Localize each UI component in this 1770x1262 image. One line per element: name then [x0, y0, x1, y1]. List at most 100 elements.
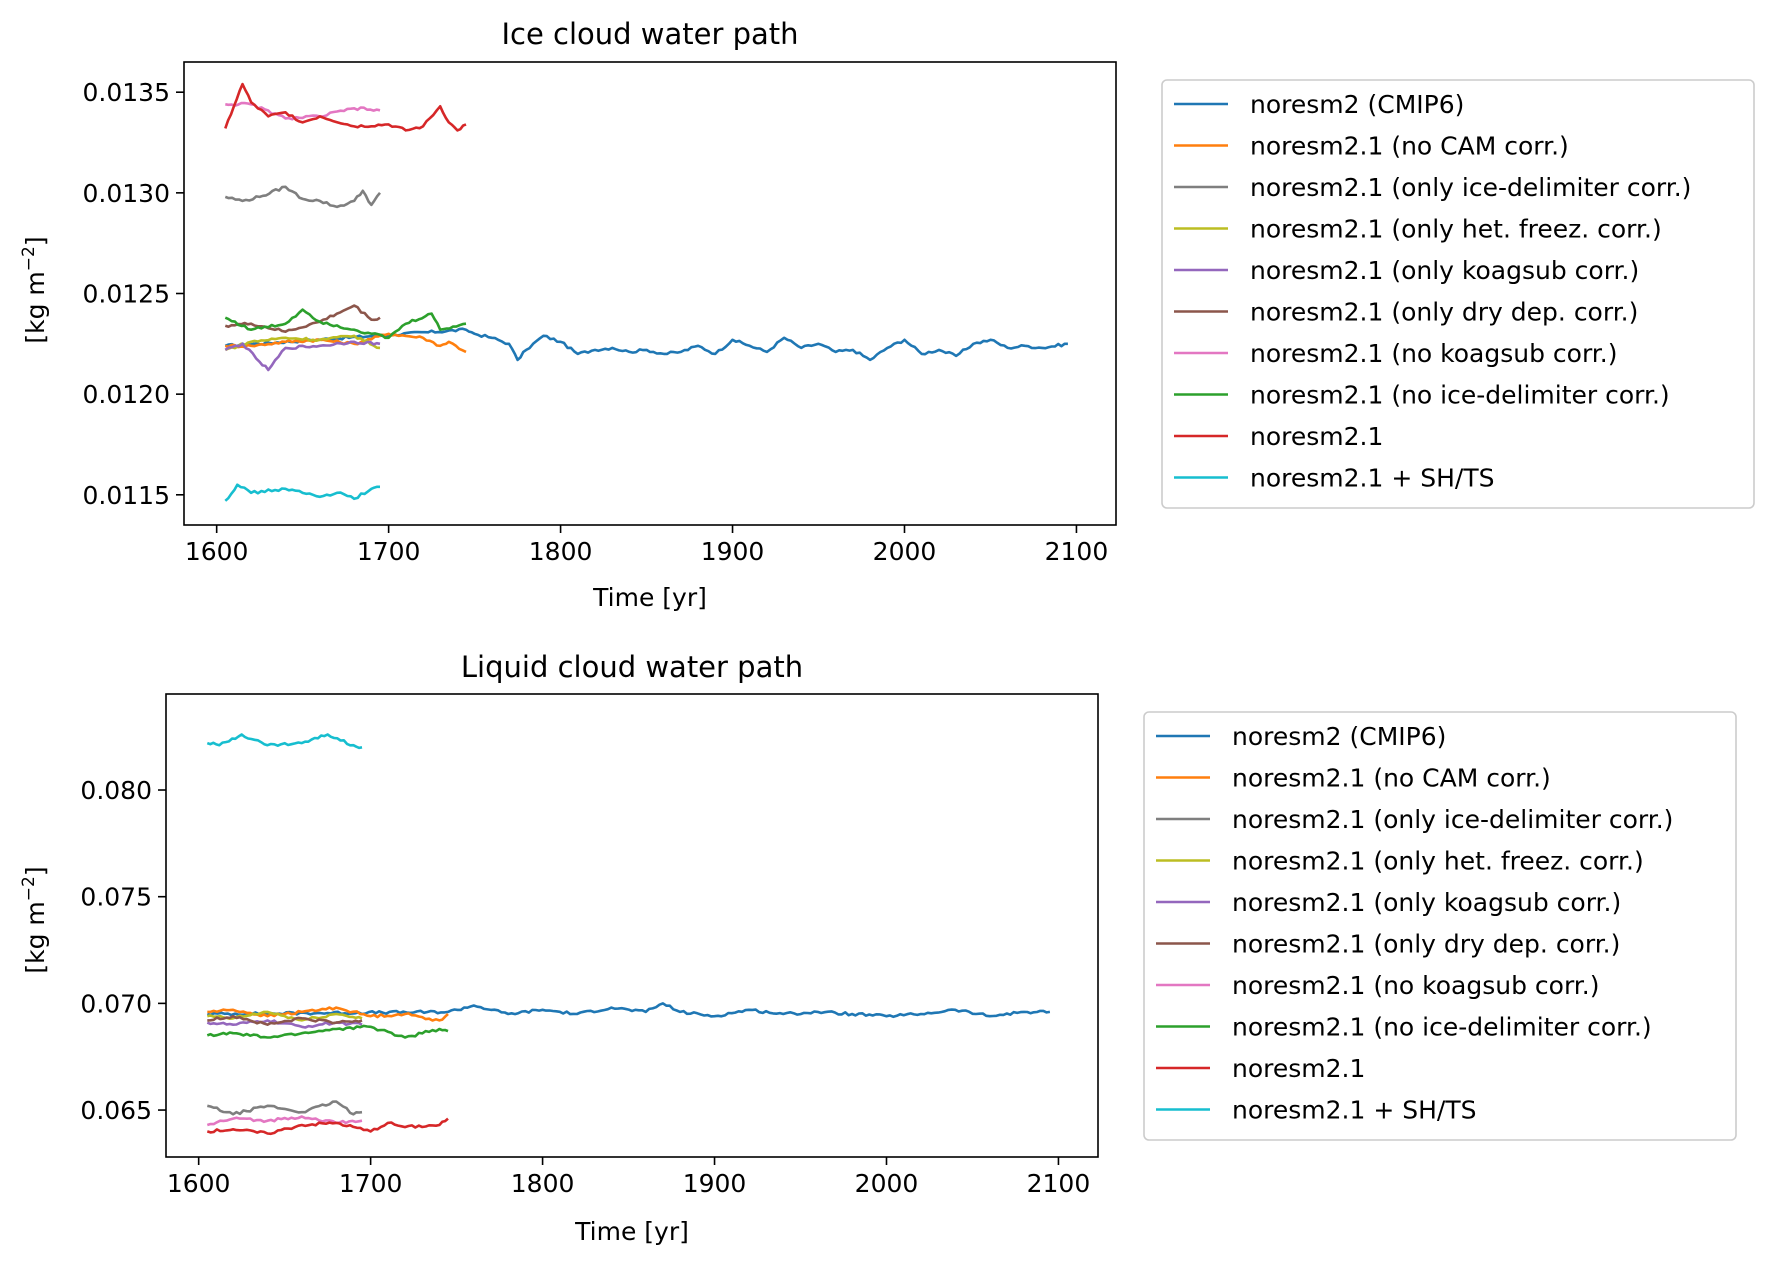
legend-entry: noresm2.1 (no CAM corr.) — [1174, 132, 1569, 161]
legend-label: noresm2.1 (only koagsub corr.) — [1232, 888, 1621, 917]
legend-label: noresm2.1 (no ice-delimiter corr.) — [1232, 1013, 1652, 1042]
plot-frame — [183, 61, 1117, 526]
legend-entry: noresm2.1 (only koagsub corr.) — [1174, 256, 1639, 285]
legend-entry: noresm2.1 (only het. freez. corr.) — [1174, 215, 1662, 244]
x-axis-label: Time [yr] — [592, 583, 707, 612]
series-line-8 — [206, 1117, 449, 1136]
legend-label: noresm2.1 + SH/TS — [1232, 1096, 1476, 1125]
series-line-2 — [207, 1100, 363, 1116]
legend-entry: noresm2.1 — [1174, 422, 1383, 451]
chart-title: Ice cloud water path — [501, 17, 798, 51]
legend-label: noresm2 (CMIP6) — [1232, 722, 1446, 751]
legend-label: noresm2.1 (no koagsub corr.) — [1250, 339, 1618, 368]
x-tick-label: 2000 — [855, 1169, 919, 1198]
y-tick-label: 0.080 — [80, 776, 152, 805]
legend-label: noresm2.1 (no koagsub corr.) — [1232, 971, 1600, 1000]
y-axis-label-exponent: −2 — [19, 876, 39, 901]
legend-entry: noresm2.1 (only het. freez. corr.) — [1156, 847, 1644, 876]
liquid-cloud-water-path-chart: Liquid cloud water path Time [yr] [kg m−… — [19, 650, 1737, 1246]
legend-entry: noresm2.1 (only dry dep. corr.) — [1174, 298, 1638, 327]
y-axis-label-text: [kg m — [21, 901, 50, 973]
legend-label: noresm2.1 + SH/TS — [1250, 464, 1494, 493]
legend-label: noresm2.1 (no CAM corr.) — [1250, 132, 1569, 161]
legend-label: noresm2.1 (only het. freez. corr.) — [1232, 847, 1644, 876]
legend-entry: noresm2.1 (no ice-delimiter corr.) — [1156, 1013, 1652, 1042]
series-line-1 — [207, 1006, 449, 1022]
y-axis-label: [kg m−2] — [19, 236, 50, 343]
y-tick-label: 0.0130 — [83, 179, 170, 208]
x-tick-label: 1800 — [529, 537, 593, 566]
legend-label: noresm2.1 (only dry dep. corr.) — [1232, 930, 1620, 959]
legend-entry: noresm2.1 (no ice-delimiter corr.) — [1174, 381, 1670, 410]
x-tick-label: 2100 — [1045, 537, 1109, 566]
x-tick-label: 1900 — [701, 537, 765, 566]
legend-box — [1143, 711, 1737, 1141]
legend-label: noresm2.1 — [1250, 422, 1383, 451]
x-tick-label: 1700 — [357, 537, 421, 566]
series-line-5 — [224, 304, 381, 333]
legend-entry: noresm2.1 + SH/TS — [1174, 464, 1494, 493]
series-line-2 — [224, 185, 382, 209]
chart-title: Liquid cloud water path — [461, 650, 803, 684]
legend-entry: noresm2 (CMIP6) — [1174, 90, 1464, 119]
legend-label: noresm2.1 (only koagsub corr.) — [1250, 256, 1639, 285]
legend: noresm2 (CMIP6) noresm2.1 (no CAM corr.) n… — [1161, 79, 1755, 509]
series-lines — [224, 82, 1068, 502]
y-tick-label: 0.065 — [80, 1096, 152, 1125]
y-axis-label-exponent: −2 — [19, 246, 39, 271]
legend-label: noresm2.1 (only dry dep. corr.) — [1250, 298, 1638, 327]
y-axis-label-text: [kg m — [21, 271, 50, 343]
x-tick-label: 1700 — [339, 1169, 403, 1198]
legend-entry: noresm2.1 + SH/TS — [1156, 1096, 1476, 1125]
series-line-9 — [206, 733, 363, 750]
legend-entry: noresm2.1 — [1156, 1054, 1365, 1083]
y-axis-label: [kg m−2] — [19, 866, 50, 973]
x-axis-label: Time [yr] — [574, 1217, 689, 1246]
series-line-7 — [206, 1024, 449, 1039]
series-line-7 — [224, 308, 467, 340]
legend-entry: noresm2.1 (only koagsub corr.) — [1156, 888, 1621, 917]
legend-label: noresm2 (CMIP6) — [1250, 90, 1464, 119]
y-tick-label: 0.0115 — [83, 481, 170, 510]
series-line-4 — [224, 340, 381, 372]
y-axis-label-close: ] — [21, 236, 50, 246]
x-tick-label: 1600 — [167, 1169, 231, 1198]
series-line-9 — [224, 483, 380, 502]
legend-label: noresm2.1 (no ice-delimiter corr.) — [1250, 381, 1670, 410]
series-line-6 — [225, 101, 381, 121]
legend-label: noresm2.1 — [1232, 1054, 1365, 1083]
legend-entry: noresm2.1 (no koagsub corr.) — [1156, 971, 1600, 1000]
svg-text:[kg m−2]: [kg m−2] — [19, 236, 50, 343]
series-line-5 — [207, 1014, 363, 1026]
x-tick-label: 2000 — [873, 537, 937, 566]
x-tick-label: 1900 — [683, 1169, 747, 1198]
x-tick-label: 1600 — [185, 537, 249, 566]
legend-label: noresm2.1 (only ice-delimiter corr.) — [1232, 805, 1673, 834]
series-line-3 — [206, 1010, 363, 1022]
ice-cloud-water-path-chart: Ice cloud water path Time [yr] [kg m−2] … — [19, 17, 1755, 612]
legend-label: noresm2.1 (only het. freez. corr.) — [1250, 215, 1662, 244]
y-tick-label: 0.0135 — [83, 78, 170, 107]
y-tick-label: 0.075 — [80, 883, 152, 912]
series-line-0 — [206, 1002, 1051, 1019]
plot-area: 1600 1700 1800 1900 2000 2100 0.0115 0.0120 0.01… — [83, 61, 1117, 566]
series-line-8 — [224, 82, 467, 132]
legend-box — [1161, 79, 1755, 509]
y-axis-label-close: ] — [21, 866, 50, 876]
series-lines — [206, 733, 1051, 1136]
y-tick-label: 0.070 — [80, 989, 152, 1018]
y-tick-label: 0.0120 — [83, 380, 170, 409]
legend: noresm2 (CMIP6) noresm2.1 (no CAM corr.) n… — [1143, 711, 1737, 1141]
legend-entry: noresm2.1 (only dry dep. corr.) — [1156, 930, 1620, 959]
legend-label: noresm2.1 (no CAM corr.) — [1232, 764, 1551, 793]
plot-frame — [165, 693, 1099, 1158]
series-line-0 — [224, 327, 1068, 362]
legend-entry: noresm2.1 (only ice-delimiter corr.) — [1156, 805, 1673, 834]
y-tick-label: 0.0125 — [83, 280, 170, 309]
series-line-3 — [224, 334, 381, 352]
legend-entry: noresm2.1 (no koagsub corr.) — [1174, 339, 1618, 368]
x-tick-label: 1800 — [511, 1169, 575, 1198]
legend-entry: noresm2.1 (no CAM corr.) — [1156, 764, 1551, 793]
svg-text:[kg m−2]: [kg m−2] — [19, 866, 50, 973]
